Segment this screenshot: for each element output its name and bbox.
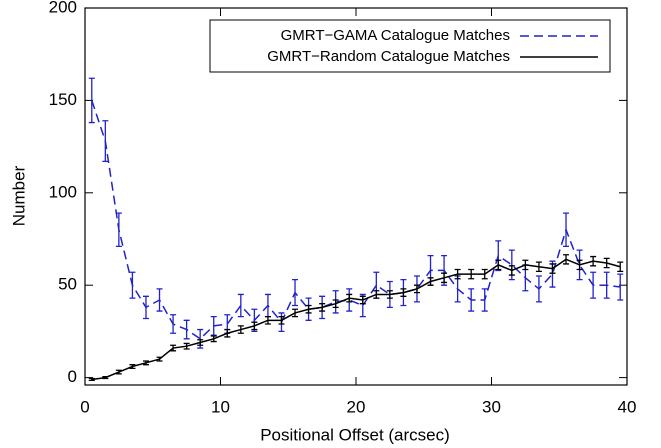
error-bar: [170, 344, 177, 352]
error-bar: [102, 120, 109, 163]
legend-label: GMRT−Random Catalogue Matches: [267, 48, 510, 65]
error-bar: [210, 315, 217, 336]
error-bar: [454, 268, 461, 280]
error-bar: [115, 212, 122, 248]
x-tick-label: 0: [80, 397, 89, 416]
error-bar: [142, 360, 149, 366]
error-bar: [468, 288, 475, 312]
error-bar: [590, 255, 597, 267]
error-bar: [156, 288, 163, 312]
error-bar: [264, 293, 271, 318]
error-bar: [224, 328, 231, 338]
error-bar: [346, 293, 353, 303]
error-bar: [129, 364, 136, 370]
error-bar: [170, 314, 177, 334]
error-bar: [129, 271, 136, 299]
y-tick-label: 150: [49, 90, 77, 109]
error-bar: [305, 304, 312, 314]
y-tick-label: 100: [49, 182, 77, 201]
x-tick-label: 40: [618, 397, 637, 416]
error-bar: [535, 261, 542, 272]
error-bar: [292, 279, 299, 307]
y-tick-label: 50: [58, 275, 77, 294]
error-bar: [373, 290, 380, 299]
x-tick-label: 30: [482, 397, 501, 416]
error-bar: [563, 212, 570, 248]
legend-box: [209, 19, 611, 73]
error-bar: [481, 268, 488, 280]
error-bar: [264, 315, 271, 325]
error-bar: [495, 259, 502, 271]
error-bar: [319, 303, 326, 312]
error-bar: [332, 299, 339, 309]
error-bar: [617, 261, 624, 272]
error-bar: [292, 308, 299, 318]
error-bar: [603, 271, 610, 299]
error-bar: [210, 335, 217, 343]
error-bar: [441, 272, 448, 284]
error-bar: [468, 268, 475, 280]
error-bar: [549, 263, 556, 274]
error-bar: [386, 290, 393, 299]
x-tick-label: 10: [211, 397, 230, 416]
error-bar: [400, 288, 407, 297]
error-bar: [183, 319, 190, 340]
error-bar: [88, 377, 95, 382]
error-bar: [454, 275, 461, 303]
error-bar: [197, 339, 204, 346]
error-bar: [522, 259, 529, 271]
y-axis-label: Number: [9, 165, 28, 226]
error-bar: [563, 254, 570, 265]
error-bar: [535, 275, 542, 303]
error-bar: [590, 271, 597, 299]
error-bar: [237, 325, 244, 334]
error-bar: [508, 265, 515, 276]
y-tick-label: 0: [68, 367, 77, 386]
error-bar: [576, 259, 583, 271]
series-line: [91, 100, 621, 340]
x-axis-label: Positional Offset (arcsec): [260, 425, 450, 444]
error-bar: [427, 277, 434, 286]
error-bar: [251, 321, 258, 331]
error-bar: [88, 77, 95, 124]
error-bar: [142, 295, 149, 320]
x-tick-label: 20: [347, 397, 366, 416]
error-bar: [278, 315, 285, 325]
error-bar: [481, 288, 488, 312]
error-bar: [183, 342, 190, 350]
error-bar: [115, 369, 122, 375]
error-bar: [413, 284, 420, 294]
error-bar: [359, 295, 366, 305]
error-bar: [102, 376, 109, 380]
error-bar: [603, 257, 610, 269]
legend-label: GMRT−GAMA Catalogue Matches: [281, 27, 510, 44]
error-bar: [237, 293, 244, 318]
error-bar: [617, 273, 624, 301]
series-line: [91, 258, 621, 381]
y-tick-label: 200: [49, 0, 77, 16]
error-bar: [156, 356, 163, 362]
